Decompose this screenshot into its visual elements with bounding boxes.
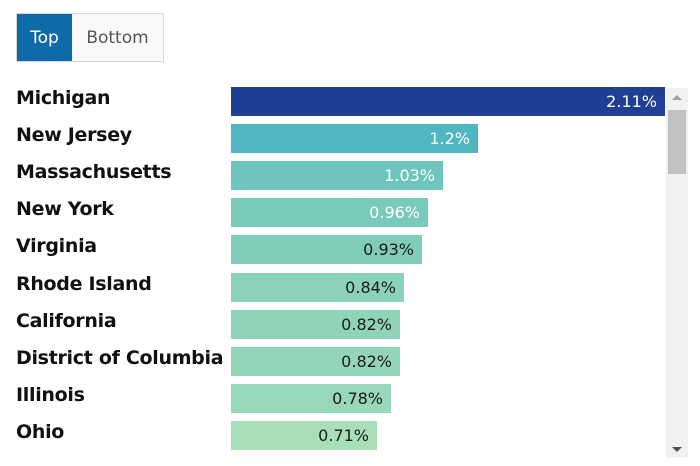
category-label: Rhode Island (16, 272, 152, 295)
bar-row: Massachusetts 1.03% (0, 157, 666, 194)
bar[interactable]: 1.2% (231, 124, 478, 154)
category-label: Michigan (16, 87, 111, 109)
bar[interactable]: 0.82% (231, 346, 400, 376)
bar-row: Rhode Island 0.84% (0, 269, 666, 306)
category-label: New Jersey (16, 124, 132, 147)
bar-row: Illinois 0.78% (0, 380, 666, 417)
bar-row: New York 0.96% (0, 194, 666, 231)
scroll-up-button[interactable] (666, 88, 688, 106)
bar[interactable]: 2.11% (231, 87, 665, 116)
bar-row: Virginia 0.93% (0, 231, 666, 268)
value-label: 0.82% (341, 314, 392, 334)
value-label: 1.2% (429, 129, 470, 149)
value-label: 0.84% (345, 277, 396, 297)
bottom-button[interactable]: Bottom (72, 14, 163, 61)
bar-chart: Michigan 2.11% New Jersey 1.2% Massachusetts… (0, 83, 666, 458)
category-label: Illinois (16, 383, 85, 406)
bar[interactable]: 0.84% (231, 272, 404, 302)
bar[interactable]: 0.82% (231, 309, 400, 339)
bar[interactable]: 1.03% (231, 161, 443, 191)
vertical-scrollbar[interactable] (666, 88, 688, 458)
value-label: 0.96% (369, 203, 420, 223)
triangle-down-icon (672, 446, 682, 452)
bar[interactable]: 0.93% (231, 235, 422, 265)
bar[interactable]: 0.78% (231, 383, 391, 413)
category-label: Massachusetts (16, 161, 172, 184)
scroll-down-button[interactable] (666, 440, 688, 458)
scrollbar-thumb[interactable] (668, 110, 686, 174)
category-label: Virginia (16, 235, 97, 258)
value-label: 0.93% (363, 240, 414, 260)
bar-row: New Jersey 1.2% (0, 120, 666, 157)
bar-row: California 0.82% (0, 306, 666, 343)
value-label: 0.78% (332, 388, 383, 408)
value-label: 0.71% (318, 425, 369, 445)
value-label: 2.11% (606, 92, 657, 111)
top-button[interactable]: Top (17, 14, 72, 61)
bar-row: District of Columbia 0.82% (0, 343, 666, 380)
bar[interactable]: 0.96% (231, 198, 428, 228)
top-bottom-toggle: Top Bottom (16, 13, 164, 62)
bar-row: Michigan 2.11% (0, 83, 666, 120)
bar-row: Ohio 0.71% (0, 417, 666, 454)
category-label: New York (16, 198, 114, 221)
bar[interactable]: 0.71% (231, 420, 377, 450)
value-label: 1.03% (384, 166, 435, 186)
category-label: Ohio (16, 420, 65, 443)
triangle-up-icon (672, 94, 682, 100)
value-label: 0.82% (341, 351, 392, 371)
category-label: California (16, 309, 117, 332)
category-label: District of Columbia (16, 346, 224, 369)
